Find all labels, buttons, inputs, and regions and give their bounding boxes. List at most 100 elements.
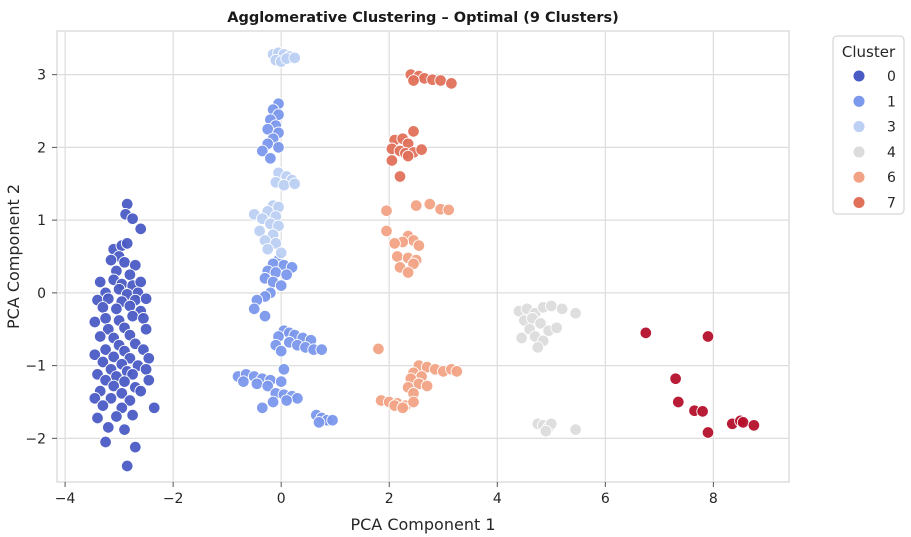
series-6 [372, 197, 464, 415]
legend-entries: 0 1 3 4 6 7 [852, 69, 896, 212]
data-point [315, 343, 328, 356]
data-point [139, 363, 153, 376]
data-point [88, 392, 102, 405]
y-tick-label: 2 [37, 140, 46, 156]
data-point [120, 237, 134, 250]
data-point [104, 253, 118, 267]
x-tick-label: 2 [385, 491, 394, 507]
data-point [99, 435, 112, 449]
legend-marker [852, 94, 866, 108]
data-point [531, 341, 545, 354]
data-point [736, 416, 750, 429]
data-point [129, 258, 142, 272]
legend-label: 1 [887, 94, 896, 110]
data-point [288, 51, 301, 65]
data-point [669, 372, 682, 385]
data-point [93, 330, 107, 343]
series-7 [385, 68, 458, 183]
y-tick-label: 3 [37, 68, 46, 84]
data-point [115, 387, 129, 400]
data-point [391, 250, 404, 263]
data-point [380, 224, 393, 238]
data-point [256, 401, 269, 415]
data-point [266, 395, 280, 409]
data-point [291, 392, 304, 405]
data-point [409, 199, 423, 212]
data-point [91, 411, 104, 425]
data-point [250, 377, 264, 391]
data-point [515, 331, 528, 345]
data-point [550, 321, 563, 335]
x-axis-label: PCA Component 1 [350, 515, 495, 534]
data-point [326, 413, 339, 427]
data-point [139, 322, 153, 336]
data-point [569, 423, 582, 436]
data-point [450, 365, 464, 378]
data-point [747, 419, 761, 432]
data-point [701, 426, 715, 439]
data-point [407, 74, 420, 87]
data-point [412, 239, 426, 252]
data-point [120, 459, 134, 473]
data-point [96, 399, 110, 412]
data-point [312, 416, 326, 429]
x-axis-ticks: −4 −2 0 2 4 6 8 [55, 482, 718, 507]
data-point [274, 279, 288, 292]
data-point [415, 143, 428, 156]
data-point [126, 212, 139, 225]
x-tick-label: 8 [709, 491, 718, 507]
data-point [137, 312, 150, 325]
data-point [110, 302, 123, 316]
y-axis-ticks: −2 −1 0 1 2 3 [25, 68, 57, 447]
data-point [253, 224, 266, 238]
y-tick-label: −2 [25, 431, 46, 447]
data-point [247, 302, 261, 316]
data-point [280, 394, 293, 407]
data-point [277, 178, 291, 192]
data-point [569, 306, 582, 320]
data-point [434, 74, 447, 87]
data-point [126, 309, 139, 323]
data-point [696, 405, 709, 418]
x-tick-label: 4 [493, 491, 502, 507]
data-point [126, 408, 139, 422]
data-point [142, 373, 156, 387]
data-point [134, 384, 147, 398]
data-point [380, 204, 393, 217]
legend: Cluster 0 1 3 4 6 7 [832, 35, 905, 215]
data-point [104, 392, 118, 405]
data-point [256, 144, 269, 158]
data-point [99, 343, 112, 356]
data-point [407, 395, 420, 409]
data-points [88, 46, 761, 473]
data-point [539, 424, 553, 438]
data-point [420, 379, 434, 393]
legend-title: Cluster [842, 43, 896, 61]
data-point [118, 375, 131, 388]
legend-label: 3 [887, 120, 896, 136]
data-point [701, 330, 715, 343]
data-point [96, 355, 110, 369]
legend-label: 7 [887, 196, 896, 212]
legend-marker [852, 145, 866, 159]
data-point [274, 344, 288, 358]
data-point [534, 317, 547, 330]
data-point [401, 266, 415, 279]
legend-box [832, 35, 905, 215]
data-point [555, 302, 569, 316]
legend-label: 6 [887, 170, 896, 186]
x-tick-label: 0 [277, 491, 286, 507]
data-point [442, 203, 455, 217]
x-tick-label: −2 [163, 491, 184, 507]
data-point [88, 348, 102, 361]
data-point [264, 152, 277, 165]
y-tick-label: 1 [37, 213, 46, 229]
data-point [237, 375, 250, 388]
data-point [423, 197, 437, 211]
data-point [123, 394, 137, 407]
data-point [407, 125, 420, 138]
data-point [388, 237, 401, 250]
data-point [272, 141, 285, 154]
data-point [99, 312, 112, 325]
data-point [118, 423, 131, 436]
